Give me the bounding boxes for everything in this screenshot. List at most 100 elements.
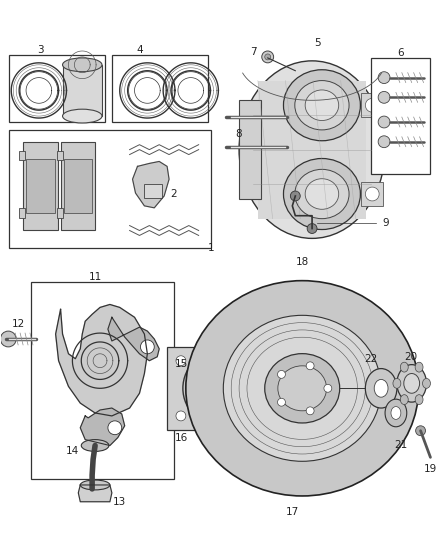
Circle shape	[200, 369, 208, 377]
Bar	[371, 58, 431, 174]
Text: 14: 14	[66, 447, 79, 456]
Circle shape	[108, 421, 122, 435]
Ellipse shape	[223, 316, 381, 461]
Text: 12: 12	[11, 319, 25, 329]
Ellipse shape	[278, 366, 327, 411]
Ellipse shape	[400, 394, 408, 405]
Text: 9: 9	[383, 217, 389, 228]
Circle shape	[324, 384, 332, 392]
Ellipse shape	[305, 179, 339, 209]
Circle shape	[290, 191, 300, 201]
Circle shape	[176, 356, 186, 366]
Ellipse shape	[295, 80, 349, 130]
Text: 20: 20	[404, 352, 417, 362]
Text: 8: 8	[235, 129, 241, 139]
Circle shape	[231, 409, 239, 417]
Ellipse shape	[374, 379, 388, 397]
Bar	[9, 55, 105, 122]
Ellipse shape	[415, 394, 423, 405]
Bar	[60, 142, 95, 230]
Ellipse shape	[63, 109, 102, 123]
Polygon shape	[133, 161, 169, 208]
Bar	[9, 130, 212, 248]
Bar	[361, 93, 383, 117]
Polygon shape	[56, 304, 147, 416]
Ellipse shape	[265, 353, 340, 423]
Ellipse shape	[186, 281, 419, 496]
Polygon shape	[108, 317, 159, 361]
Bar	[64, 159, 92, 213]
Text: 11: 11	[88, 272, 102, 282]
Circle shape	[306, 407, 314, 415]
Circle shape	[231, 411, 241, 421]
Ellipse shape	[80, 480, 110, 490]
Circle shape	[176, 411, 186, 421]
Bar	[57, 151, 63, 160]
Text: 22: 22	[364, 354, 378, 364]
Bar	[112, 55, 208, 122]
Ellipse shape	[365, 369, 397, 408]
Circle shape	[416, 426, 425, 435]
Text: 19: 19	[424, 464, 437, 474]
Circle shape	[250, 384, 258, 392]
Bar	[23, 142, 58, 230]
Circle shape	[0, 331, 16, 347]
Circle shape	[365, 187, 379, 201]
Bar	[361, 182, 383, 206]
Bar	[63, 65, 102, 116]
Circle shape	[378, 136, 390, 148]
Circle shape	[306, 362, 314, 370]
Ellipse shape	[283, 70, 360, 141]
Circle shape	[200, 399, 208, 407]
Ellipse shape	[81, 440, 109, 451]
Text: 16: 16	[175, 433, 188, 442]
Ellipse shape	[239, 61, 385, 238]
Circle shape	[141, 340, 154, 354]
Circle shape	[265, 54, 271, 60]
Bar	[26, 159, 55, 213]
Text: 1: 1	[208, 243, 215, 253]
Ellipse shape	[183, 348, 270, 429]
Bar	[19, 208, 25, 218]
Text: 6: 6	[398, 48, 404, 58]
Ellipse shape	[283, 158, 360, 230]
Text: 13: 13	[113, 497, 127, 507]
Bar	[19, 151, 25, 160]
Ellipse shape	[393, 378, 401, 389]
Circle shape	[262, 51, 274, 63]
Circle shape	[231, 360, 239, 368]
Text: 18: 18	[296, 257, 309, 267]
Ellipse shape	[305, 90, 339, 120]
Ellipse shape	[404, 374, 420, 393]
Bar	[239, 100, 261, 199]
Text: 17: 17	[286, 506, 299, 516]
Bar	[167, 347, 250, 430]
Text: 5: 5	[314, 38, 320, 48]
Bar	[57, 208, 63, 218]
Ellipse shape	[423, 378, 431, 389]
Circle shape	[278, 398, 286, 406]
Circle shape	[378, 92, 390, 103]
Bar	[31, 282, 174, 479]
Circle shape	[378, 72, 390, 84]
Polygon shape	[78, 485, 112, 502]
Ellipse shape	[400, 362, 408, 372]
Circle shape	[278, 370, 286, 378]
Ellipse shape	[196, 360, 257, 417]
Ellipse shape	[216, 379, 236, 397]
Bar	[258, 80, 366, 219]
Circle shape	[365, 98, 379, 112]
Text: 7: 7	[251, 47, 257, 57]
Text: 21: 21	[394, 440, 407, 449]
Bar	[63, 65, 102, 116]
Circle shape	[378, 116, 390, 128]
Bar	[145, 184, 162, 198]
Circle shape	[307, 224, 317, 233]
Text: 3: 3	[38, 45, 44, 55]
Ellipse shape	[63, 58, 102, 72]
Ellipse shape	[295, 169, 349, 219]
Circle shape	[231, 356, 241, 366]
Text: 4: 4	[136, 45, 143, 55]
Ellipse shape	[397, 365, 427, 402]
Ellipse shape	[207, 370, 246, 407]
